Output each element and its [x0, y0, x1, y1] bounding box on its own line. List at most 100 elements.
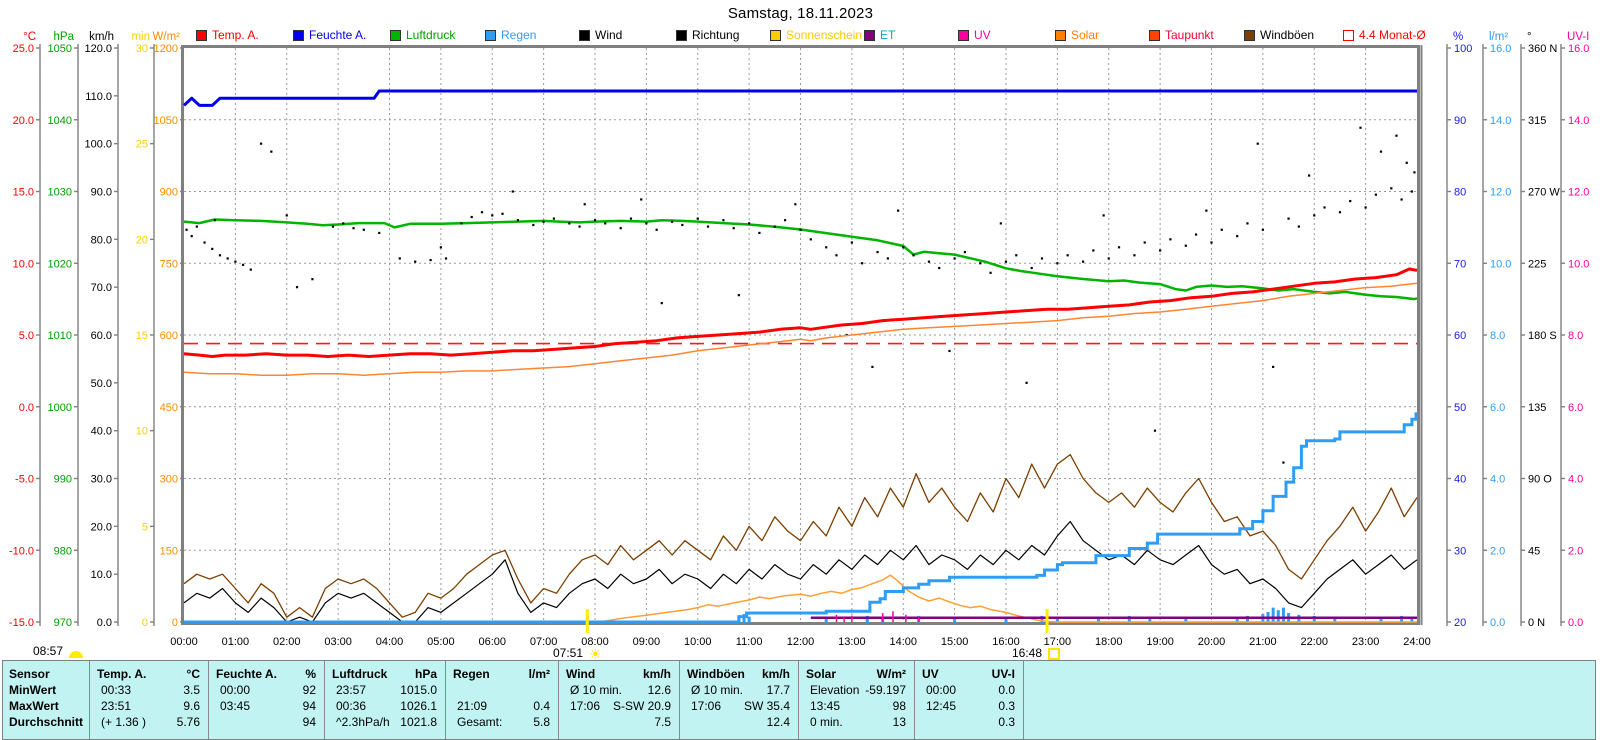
legend-label-uv: UV: [974, 28, 991, 42]
wind-direction-dot: [1210, 241, 1213, 244]
legend-item-et: ET: [864, 28, 895, 42]
wind-direction-dot: [352, 227, 355, 230]
legend-item-taupunkt: Taupunkt: [1149, 28, 1214, 42]
wind-direction-dot: [953, 257, 956, 260]
wind-direction-dot: [1117, 246, 1121, 249]
wind-direction-dot: [583, 203, 586, 206]
wind-direction-dot: [190, 235, 193, 238]
x-axis-label: 24:00: [1403, 636, 1431, 648]
table-cell-value: 13: [892, 715, 906, 729]
table-group-unit: hPa: [414, 667, 437, 681]
axis-label-temp: -15.0: [9, 617, 34, 629]
wind-direction-dot: [1359, 126, 1362, 129]
series-windboeen-line: [183, 453, 1418, 618]
table-cell-time: 21:09: [457, 699, 488, 713]
table-group-name: Luftdruck: [332, 667, 388, 681]
axis-label-kmh: 50.0: [91, 378, 112, 390]
wind-direction-dot: [645, 222, 648, 225]
axis-label-kmh: 70.0: [91, 282, 112, 294]
axis-label-min: 5: [142, 521, 148, 533]
table-cell-value: 94: [302, 715, 316, 729]
x-axis-label: 04:00: [376, 636, 404, 648]
table-separator: [445, 661, 446, 739]
table-cell-time: 00:00: [220, 683, 251, 697]
table-cell-value: 1026.1: [400, 699, 437, 713]
wind-direction-dot: [850, 241, 853, 244]
wind-direction-dot: [444, 257, 448, 260]
wind-direction-dot: [732, 227, 735, 230]
axis-label-wm2: 450: [160, 402, 178, 414]
axis-label-hpa: 970: [54, 617, 72, 629]
axis-label-deg: 135: [1528, 402, 1546, 414]
axis-label-temp: -5.0: [15, 474, 34, 486]
legend-label-monat: 4.4 Monat-Ø: [1359, 28, 1426, 42]
table-cell-time: 17:06: [570, 699, 601, 713]
axis-label-temp: 20.0: [13, 115, 34, 127]
wind-direction-dot: [963, 250, 966, 254]
wind-direction-dot: [655, 228, 658, 231]
morning-time-label: 08:57: [33, 644, 64, 658]
wind-direction-dot: [1261, 228, 1264, 231]
legend-label-taupunkt: Taupunkt: [1165, 28, 1214, 42]
wind-direction-dot: [578, 225, 581, 228]
wind-direction-dot: [1081, 260, 1085, 263]
legend-item-richtung: Richtung: [676, 28, 739, 42]
table-group-name: Wind: [566, 667, 596, 681]
legend-swatch-windboeen: [1244, 29, 1255, 41]
wind-direction-dot: [773, 225, 776, 228]
wind-direction-dot: [1323, 206, 1326, 209]
legend-label-luftdruck: Luftdruck: [406, 28, 456, 42]
wind-direction-dot: [825, 246, 828, 249]
series-solar-line: [184, 574, 1417, 623]
series-feuchte-line: [182, 89, 1417, 107]
wind-direction-dot: [670, 220, 674, 223]
wind-direction-dot: [1338, 211, 1342, 214]
wind-direction-dot: [249, 268, 252, 271]
legend-item-uv: UV: [958, 28, 991, 42]
table-group-name: Temp. A.: [97, 667, 147, 681]
wind-direction-dot: [516, 219, 520, 222]
x-axis-label: 16:00: [992, 636, 1020, 648]
x-axis-label: 20:00: [1198, 636, 1226, 648]
x-axis-label: 15:00: [941, 636, 969, 648]
table-cell-time: 12:45: [926, 699, 957, 713]
legend-swatch-feuchte: [293, 29, 304, 41]
wind-direction-dot: [568, 222, 571, 225]
wind-direction-dot: [241, 263, 245, 266]
axis-label-wm2: 750: [160, 258, 178, 270]
wind-direction-dot: [1246, 222, 1249, 225]
legend-swatch-temp: [196, 29, 207, 41]
wind-direction-dot: [1236, 235, 1239, 238]
axis-label-uvi: 0.0: [1568, 617, 1583, 629]
x-axis-label: 07:00: [530, 636, 558, 648]
table-cell-time: 00:36: [336, 699, 367, 713]
wind-direction-dot: [758, 231, 761, 235]
wind-direction-dot: [989, 271, 992, 274]
wind-direction-dot: [1169, 238, 1172, 241]
axis-label-kmh: 60.0: [91, 330, 112, 342]
table-row-header: MaxWert: [9, 699, 59, 713]
table-cell-time: 17:06: [691, 699, 722, 713]
wind-direction-dot: [234, 260, 237, 263]
axis-label-uvi: 16.0: [1568, 43, 1589, 55]
table-group-unit: km/h: [642, 667, 671, 681]
legend-item-wind: Wind: [579, 28, 622, 42]
table-group-unit: °C: [186, 667, 200, 681]
wind-direction-dot: [311, 278, 314, 281]
wind-direction-dot: [511, 190, 514, 193]
wind-direction-dot: [1025, 381, 1028, 384]
x-axis-label: 13:00: [838, 636, 866, 648]
axis-label-kmh: 0.0: [97, 617, 112, 629]
wind-direction-dot: [1056, 262, 1059, 265]
table-row-header: Durchschnitt: [9, 715, 84, 729]
wind-direction-dot: [552, 217, 555, 220]
axis-unit-pct: %: [1453, 31, 1463, 43]
axis-unit-temp: °C: [23, 31, 36, 43]
legend-item-temp: Temp. A.: [196, 28, 259, 42]
sunrise-time: 07:51 ☀: [553, 646, 602, 661]
axis-label-deg: 225: [1528, 258, 1546, 270]
wind-direction-dot: [270, 150, 273, 153]
wind-direction-dot: [1066, 254, 1069, 257]
axis-label-uvi: 2.0: [1568, 545, 1583, 557]
